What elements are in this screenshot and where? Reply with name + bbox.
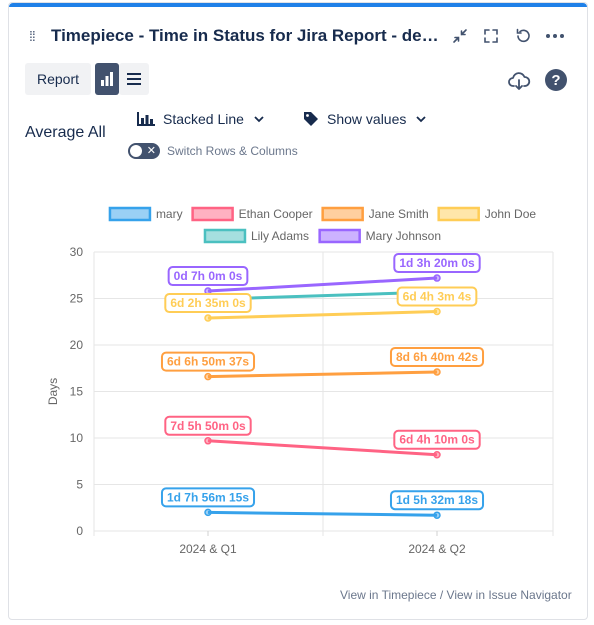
y-tick-label: 25 (70, 292, 84, 306)
data-label-box (160, 487, 256, 508)
data-label-box (164, 415, 252, 436)
tag-icon (304, 112, 318, 126)
chart-type-label: Stacked Line (163, 111, 244, 127)
legend-label: Jane Smith (369, 207, 429, 221)
view-in-timepiece-link[interactable]: View in Timepiece (340, 588, 437, 602)
switch-rows-columns-toggle[interactable]: ✕ (128, 143, 160, 159)
data-label: 0d 7h 0m 0s (174, 269, 243, 283)
report-card: ⁞⁞ Timepiece - Time in Status for Jira R… (8, 2, 588, 620)
legend-label: mary (156, 207, 183, 221)
cloud-download-icon[interactable] (507, 69, 531, 93)
link-separator: / (439, 588, 444, 602)
x-tick-label: 2024 & Q1 (179, 542, 237, 556)
x-tick-label: 2024 & Q2 (408, 542, 466, 556)
report-button[interactable]: Report (25, 63, 92, 95)
show-values-label: Show values (327, 111, 407, 127)
data-label: 1d 7h 56m 15s (167, 490, 249, 504)
legend-swatch (321, 206, 364, 222)
data-label-box (393, 429, 481, 450)
data-label: 8d 6h 40m 42s (396, 350, 478, 364)
series-line (207, 276, 438, 293)
data-point (433, 274, 441, 282)
data-label: 6d 4h 3m 4s (403, 290, 472, 304)
chart-type-select[interactable]: Stacked Line (137, 108, 264, 130)
chevron-down-icon (416, 112, 427, 126)
y-tick-label: 15 (70, 385, 84, 399)
data-point (204, 372, 212, 381)
show-values-select[interactable]: Show values (303, 108, 427, 130)
drag-handle-icon[interactable]: ⁞⁞ (29, 28, 36, 44)
data-point (204, 314, 212, 322)
legend-label: Lily Adams (251, 229, 309, 243)
data-label-box (389, 490, 485, 511)
data-point (433, 511, 441, 519)
view-toolbar: Report (25, 63, 150, 95)
data-label: 6d 2h 35m 0s (170, 296, 246, 310)
data-label: 6d 6h 50m 37s (167, 355, 249, 369)
list-icon (127, 73, 142, 85)
legend-swatch (318, 228, 361, 244)
refresh-icon[interactable] (512, 25, 534, 47)
data-point (204, 508, 212, 517)
data-label-box (396, 286, 478, 307)
series-line (207, 510, 438, 517)
data-label-box (164, 293, 252, 314)
minimize-icon[interactable] (449, 25, 471, 47)
aggregate-label: Average All (25, 124, 106, 141)
data-label-box (167, 266, 249, 287)
data-label-box (389, 346, 485, 367)
fullscreen-icon[interactable] (480, 25, 502, 47)
data-point (433, 368, 441, 376)
view-in-issue-navigator-link[interactable]: View in Issue Navigator (446, 588, 572, 602)
data-point (204, 437, 212, 445)
table-view-toggle[interactable] (119, 63, 150, 95)
y-tick-label: 10 (70, 431, 84, 445)
legend-label: Ethan Cooper (239, 207, 313, 221)
switch-rows-columns: ✕ Switch Rows & Columns (128, 143, 298, 159)
time-in-status-chart: 0 5 10 15 20 25 30 2024 & Q1 2024 & Q2 Days mary Et… (46, 206, 554, 556)
footer-links: View in Timepiece / View in Issue Naviga… (340, 588, 572, 602)
data-label-box (160, 351, 256, 372)
data-label: 7d 5h 50m 0s (170, 419, 246, 433)
y-tick-label: 5 (76, 478, 83, 492)
legend-label: Mary Johnson (366, 229, 441, 243)
y-tick-label: 0 (76, 524, 83, 538)
legend-swatch (437, 206, 480, 222)
y-tick-label: 20 (70, 338, 84, 352)
data-point (433, 450, 441, 459)
switch-rows-columns-label: Switch Rows & Columns (167, 144, 298, 158)
data-label: 6d 4h 10m 0s (399, 433, 475, 447)
legend-swatch (203, 228, 247, 244)
data-label-box (393, 253, 481, 274)
data-label: 1d 3h 20m 0s (399, 256, 475, 270)
bar-chart-icon (137, 112, 155, 126)
series-line (207, 370, 438, 379)
y-tick-label: 30 (70, 245, 84, 259)
series-line (207, 310, 438, 320)
chevron-down-icon (254, 112, 264, 126)
more-icon[interactable] (544, 25, 566, 47)
card-accent-bar (9, 3, 587, 7)
bar-chart-icon (101, 72, 114, 86)
legend-swatch (191, 206, 234, 222)
chart-view-toggle[interactable] (95, 63, 120, 95)
data-point (433, 307, 441, 316)
legend-swatch (108, 206, 152, 222)
data-label: 1d 5h 32m 18s (396, 493, 478, 507)
legend-label: John Doe (485, 207, 537, 221)
help-icon[interactable]: ? (545, 69, 567, 91)
card-header: ⁞⁞ Timepiece - Time in Status for Jira R… (9, 7, 587, 59)
y-axis-label: Days (46, 378, 60, 405)
series-line (207, 439, 438, 457)
